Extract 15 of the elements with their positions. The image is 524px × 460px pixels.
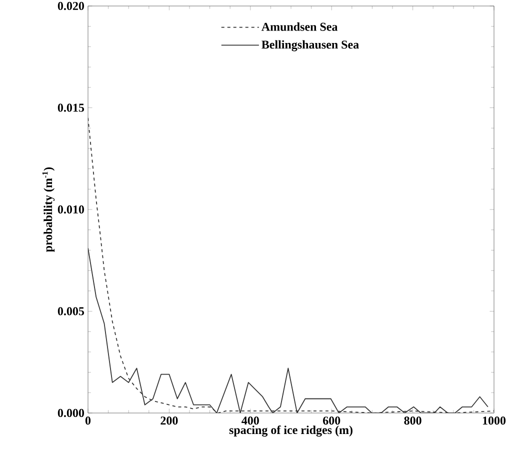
x-tick-label: 400 [242, 416, 259, 425]
y-tick-label: 0.000 [58, 408, 84, 418]
legend-label: Bellingshausen Sea [262, 40, 359, 52]
x-axis-title: spacing of ice ridges (m) [229, 425, 352, 437]
y-axis-title: probability (m$^{-1}$) [42, 167, 55, 252]
y-tick-label: 0.015 [58, 104, 84, 112]
x-tick-label: 200 [160, 416, 178, 425]
x-tick-label: 1000 [482, 416, 506, 425]
x-tick-label: 600 [323, 416, 340, 425]
y-tick-label: 0.020 [58, 2, 84, 10]
legend-label: Amundsen Sea [261, 22, 338, 31]
x-tick-label: 800 [404, 416, 422, 425]
y-tick-label: 0.010 [58, 205, 84, 214]
y-tick-label: 0.005 [58, 307, 84, 316]
x-tick-label: 0 [85, 416, 91, 425]
